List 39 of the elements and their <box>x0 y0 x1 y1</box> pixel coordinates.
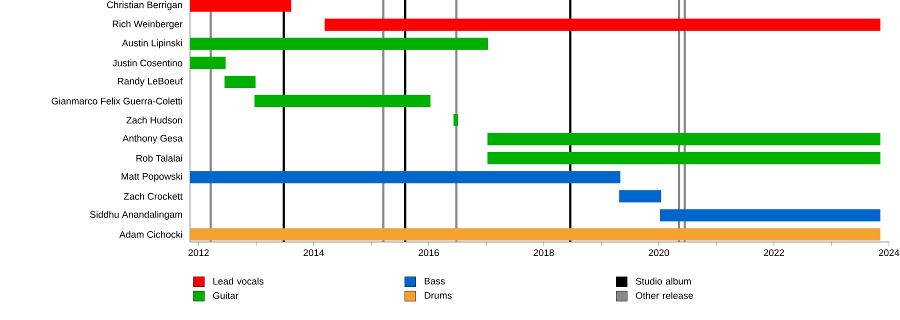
y-tick-label: Anthony Gesa <box>122 134 183 144</box>
legend-label: Other release <box>636 292 694 299</box>
x-tick-label: 2016 <box>418 249 439 256</box>
y-tick-label: Zach Hudson <box>126 116 182 124</box>
bar <box>254 94 430 108</box>
bar <box>619 190 662 202</box>
bar <box>487 152 880 164</box>
y-tick-label: Justin Cosentino <box>112 59 182 66</box>
x-tick-label: 2018 <box>534 249 554 256</box>
bar <box>190 56 226 69</box>
x-tick-label: 2022 <box>764 249 784 256</box>
y-tick-label: Zach Crockett <box>124 192 183 200</box>
legend-label: Guitar <box>213 292 238 299</box>
x-tick-label: 2024 <box>878 249 900 256</box>
y-tick-label: Siddhu Anandalingam <box>90 210 182 220</box>
y-tick-label: Randy LeBoeuf <box>118 78 183 86</box>
y-tick-label: Christian Berrigan <box>107 1 182 10</box>
y-tick-label: Austin Lipinski <box>122 39 182 48</box>
legend-label: Lead vocals <box>213 278 264 285</box>
y-tick-label: Matt Popowski <box>122 172 182 182</box>
x-tick-label: 2014 <box>304 249 324 256</box>
bar <box>660 209 880 222</box>
legend-label: Bass <box>424 278 445 284</box>
bar <box>487 132 880 146</box>
x-tick-label: 2020 <box>648 249 670 256</box>
legend-label: Drums <box>424 292 452 299</box>
x-tick-label: 2012 <box>188 249 209 256</box>
bar <box>190 171 620 184</box>
bar <box>190 228 880 240</box>
bar <box>324 18 880 31</box>
y-tick-label: Rich Weinberger <box>112 20 182 30</box>
bar <box>190 38 488 50</box>
y-tick-label: Rob Talalai <box>136 154 182 162</box>
y-tick-label: Gianmarco Felix Guerra-Coletti <box>52 97 182 104</box>
bar <box>224 76 256 88</box>
y-tick-label: Adam Cichocki <box>119 230 182 238</box>
bar <box>190 0 292 12</box>
legend-label: Studio album <box>636 278 691 285</box>
bar <box>453 114 458 126</box>
